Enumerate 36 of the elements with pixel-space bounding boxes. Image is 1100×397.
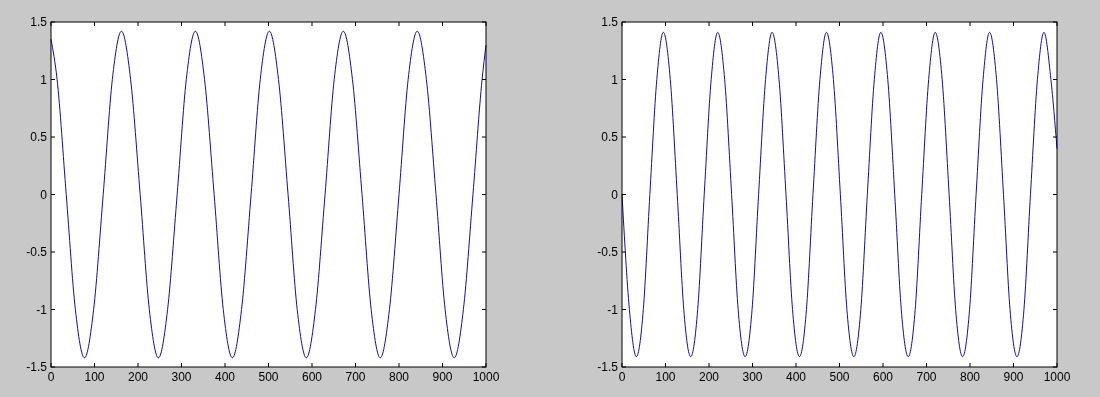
- x-tick-label: 800: [959, 370, 981, 384]
- y-tick-label: 1: [40, 72, 48, 87]
- x-tick-label: 100: [84, 370, 105, 384]
- x-tick-label: 1000: [472, 370, 500, 384]
- x-tick-label: 300: [171, 370, 192, 384]
- y-tick-label: -0.5: [26, 245, 48, 259]
- x-tick-label: 600: [872, 370, 894, 384]
- y-tick-label: -1.5: [597, 360, 619, 374]
- y-tick-label: 1: [611, 72, 619, 87]
- y-tick-label: -0.5: [597, 245, 619, 259]
- y-tick-label: 0.5: [601, 130, 619, 144]
- x-tick-label: 700: [345, 370, 366, 384]
- y-tick-label: -1: [36, 302, 48, 317]
- x-tick-label: 900: [432, 370, 453, 384]
- line-series: [50, 30, 487, 359]
- y-tick-label: 1.5: [30, 15, 48, 29]
- y-tick-label: 0.5: [30, 130, 48, 144]
- x-tick-label: 200: [698, 370, 720, 384]
- y-tick-label: 1.5: [601, 15, 619, 29]
- y-tick-label: 0: [40, 187, 48, 202]
- x-tick-label: 100: [655, 370, 676, 384]
- x-tick-label: 700: [916, 370, 937, 384]
- x-tick-label: 500: [258, 370, 279, 384]
- y-tick-label: -1: [607, 302, 619, 317]
- x-tick-label: 200: [127, 370, 149, 384]
- x-tick-label: 500: [829, 370, 850, 384]
- x-tick-label: 1000: [1043, 370, 1071, 384]
- x-tick-label: 400: [214, 370, 236, 384]
- x-tick-label: 900: [1003, 370, 1024, 384]
- x-tick-label: 400: [785, 370, 807, 384]
- y-tick-label: -1.5: [26, 360, 48, 374]
- x-tick-label: 600: [301, 370, 323, 384]
- x-tick-label: 800: [388, 370, 410, 384]
- line-series: [621, 31, 1058, 358]
- y-tick-label: 0: [611, 187, 619, 202]
- x-tick-label: 300: [742, 370, 763, 384]
